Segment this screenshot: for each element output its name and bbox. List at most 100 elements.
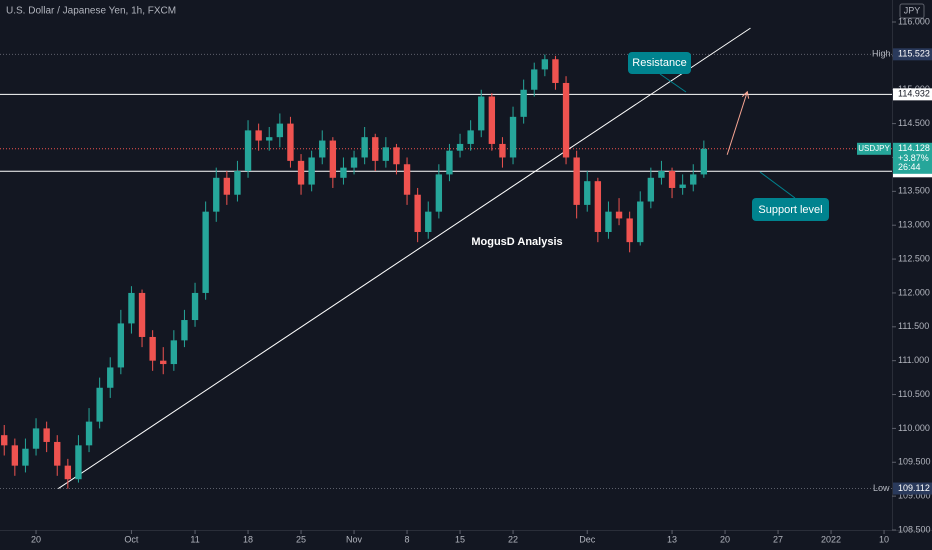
candle-body: [1, 435, 8, 446]
y-tick-label: 114.500: [898, 118, 930, 128]
low-label: Low: [873, 483, 890, 493]
trendline: [58, 27, 751, 489]
candle-body: [626, 218, 633, 243]
candle-body: [594, 181, 602, 232]
x-tick-label: 15: [455, 534, 465, 544]
candle-body: [668, 171, 676, 188]
candle-body: [329, 140, 337, 178]
countdown: 26:44: [898, 162, 921, 172]
candle-body: [584, 181, 591, 205]
level-label-box: [893, 88, 932, 101]
candle-body: [149, 336, 156, 361]
candle-body: [85, 421, 93, 446]
candle-body: [467, 130, 474, 144]
y-tick-label: 110.000: [898, 423, 930, 433]
plot-area: [0, 27, 892, 490]
y-tick-label: 109.000: [898, 491, 931, 501]
watermark: MogusD Analysis: [471, 236, 562, 248]
candle-body: [244, 130, 252, 172]
candle-body: [393, 147, 400, 165]
candle-body: [54, 441, 61, 466]
x-tick-label: 20: [720, 534, 730, 544]
y-tick-label: 110.500: [898, 389, 930, 399]
x-tick-label: 10: [879, 534, 889, 544]
candle-body: [181, 320, 188, 341]
y-tick-label: 112.000: [898, 287, 930, 297]
x-tick-label: 27: [773, 534, 783, 544]
candle-body: [382, 147, 390, 161]
candle-body: [658, 171, 665, 178]
candle-body: [117, 323, 125, 368]
candle-body: [456, 143, 464, 151]
candle-body: [350, 157, 358, 168]
low-value: 109.112: [898, 483, 930, 493]
projection-arrow: [726, 90, 750, 155]
x-tick-label: 8: [405, 534, 410, 544]
candle-body: [340, 167, 347, 178]
last-price: 114.128: [898, 143, 930, 153]
y-tick-label: 113.000: [898, 220, 930, 230]
candle-body: [22, 448, 29, 466]
candle-body: [690, 174, 697, 185]
candle-body: [531, 69, 538, 90]
x-tick-label: 2022: [821, 534, 841, 544]
candle-body: [605, 211, 612, 232]
candle-body: [11, 445, 19, 466]
support-text: Support level: [758, 204, 822, 216]
y-tick-label: 108.500: [898, 524, 931, 534]
candle-body: [679, 184, 686, 188]
candle-body: [107, 367, 114, 388]
x-tick-label: 11: [190, 534, 199, 544]
candle-body: [138, 292, 146, 337]
candle-body: [308, 157, 315, 185]
change: +3.87%: [898, 153, 929, 163]
candle-body: [96, 387, 103, 422]
candle-body: [319, 140, 326, 158]
symbol-label: USDJPY: [858, 144, 890, 153]
low-value-box: [893, 482, 932, 495]
x-tick-label: Nov: [346, 534, 363, 544]
candle-body: [223, 177, 231, 195]
y-tick-label: 112.500: [898, 253, 930, 263]
x-tick-label: 20: [31, 534, 41, 544]
support-pointer: [759, 171, 796, 199]
support-callout: [752, 198, 829, 221]
y-tick-label: 109.500: [898, 457, 931, 467]
candle-body: [478, 96, 485, 131]
candle-body: [520, 89, 527, 117]
candle-body: [541, 59, 549, 70]
candle-body: [32, 428, 40, 449]
candle-body: [297, 160, 305, 185]
candle-body: [43, 428, 50, 442]
currency-box[interactable]: [899, 3, 925, 19]
candle-body: [562, 82, 570, 158]
candle-body: [637, 201, 644, 243]
resistance-pointer: [659, 73, 687, 93]
candle-body: [435, 174, 443, 212]
high-value: 115.523: [898, 49, 930, 59]
candle-body: [446, 150, 453, 175]
candle-body: [615, 211, 623, 219]
symbol-box: [857, 142, 891, 155]
candle-body: [647, 177, 655, 202]
candle-body: [425, 211, 432, 232]
candle-body: [170, 340, 178, 365]
currency-label[interactable]: JPY: [904, 5, 921, 15]
level-label: 114.932: [898, 89, 930, 99]
chart-title: U.S. Dollar / Japanese Yen, 1h, FXCM: [6, 6, 176, 17]
candle-body: [75, 445, 82, 480]
candle-body: [160, 360, 167, 365]
candle-body: [403, 164, 411, 195]
y-tick-label: 111.500: [898, 321, 929, 331]
candle-body: [509, 116, 517, 158]
candle-body: [488, 96, 496, 144]
candle-body: [191, 292, 199, 321]
candle-body: [372, 137, 379, 161]
candle-body: [276, 123, 284, 138]
candle-body: [266, 137, 273, 141]
candle-body: [414, 194, 421, 232]
last-price-box: [893, 142, 932, 174]
resistance-callout: [628, 52, 691, 74]
